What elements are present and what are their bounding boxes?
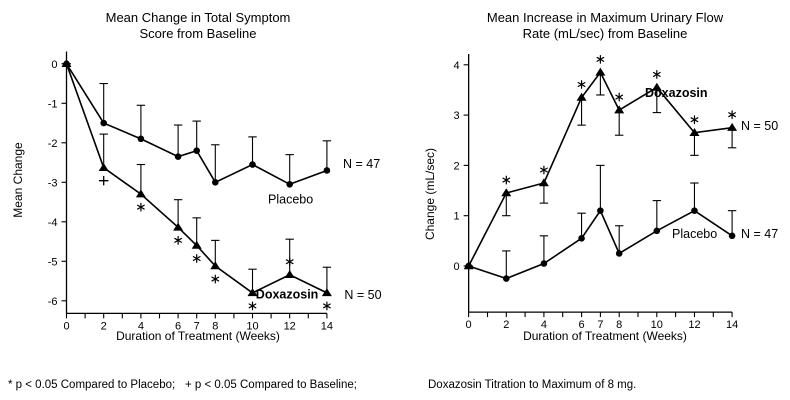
svg-text:* p < 0.05 Compared to Placebo: * p < 0.05 Compared to Placebo; — [8, 379, 175, 391]
svg-text:Duration of Treatment (Weeks): Duration of Treatment (Weeks) — [116, 329, 280, 343]
svg-text:2: 2 — [454, 160, 460, 172]
svg-text:Mean Change in Total Symptom: Mean Change in Total Symptom — [106, 10, 291, 25]
svg-text:-5: -5 — [48, 256, 58, 268]
svg-text:+ p < 0.05 Compared to Baselin: + p < 0.05 Compared to Baseline; — [185, 379, 357, 391]
svg-text:1: 1 — [454, 211, 460, 223]
svg-text:N = 50: N = 50 — [344, 288, 381, 302]
svg-text:Mean Change: Mean Change — [11, 142, 25, 218]
svg-text:Placebo: Placebo — [268, 193, 313, 207]
svg-text:Doxazosin Titration to Maximum: Doxazosin Titration to Maximum of 8 mg. — [428, 379, 636, 391]
svg-text:0: 0 — [63, 320, 69, 332]
svg-text:-6: -6 — [48, 296, 58, 308]
svg-text:4: 4 — [454, 60, 460, 72]
svg-text:0: 0 — [466, 319, 472, 331]
svg-text:N = 47: N = 47 — [741, 227, 778, 241]
svg-text:Score from Baseline: Score from Baseline — [139, 26, 256, 41]
svg-text:N = 50: N = 50 — [741, 119, 778, 133]
svg-text:0: 0 — [454, 261, 460, 273]
svg-text:12: 12 — [688, 319, 700, 331]
svg-text:0: 0 — [51, 59, 57, 71]
svg-text:14: 14 — [321, 320, 333, 332]
svg-text:-4: -4 — [48, 217, 58, 229]
svg-text:-1: -1 — [48, 98, 58, 110]
svg-text:-2: -2 — [48, 138, 58, 150]
svg-text:Doxazosin: Doxazosin — [645, 86, 708, 100]
svg-text:12: 12 — [284, 320, 296, 332]
svg-text:Duration of Treatment (Weeks): Duration of Treatment (Weeks) — [523, 329, 687, 343]
svg-text:Change (mL/sec): Change (mL/sec) — [423, 148, 437, 240]
svg-text:N = 47: N = 47 — [343, 157, 380, 171]
svg-text:14: 14 — [726, 319, 738, 331]
svg-text:Rate (mL/sec) from Baseline: Rate (mL/sec) from Baseline — [523, 26, 688, 41]
svg-text:-3: -3 — [48, 177, 58, 189]
svg-text:2: 2 — [503, 319, 509, 331]
svg-text:Placebo: Placebo — [672, 227, 717, 241]
svg-text:Doxazosin: Doxazosin — [256, 288, 319, 302]
svg-text:Mean Increase in Maximum Urina: Mean Increase in Maximum Urinary Flow — [487, 10, 724, 25]
svg-text:3: 3 — [454, 110, 460, 122]
svg-text:2: 2 — [101, 320, 107, 332]
